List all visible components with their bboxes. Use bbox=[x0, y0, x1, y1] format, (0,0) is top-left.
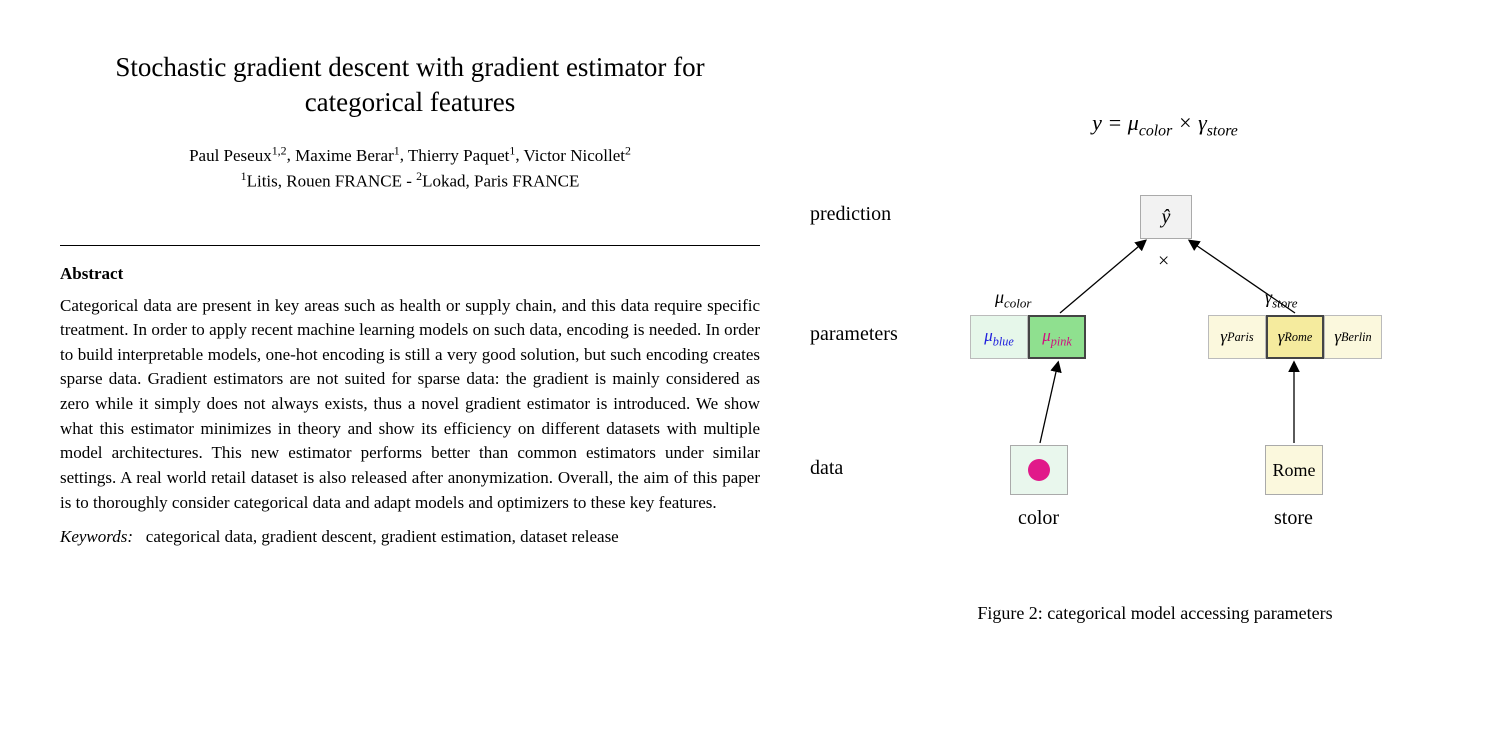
keywords-text: categorical data, gradient descent, grad… bbox=[146, 527, 619, 546]
diagram-arrows bbox=[810, 175, 1430, 595]
eq-eq: = bbox=[1102, 110, 1128, 135]
gamma-param-group: γParis γRome γBerlin bbox=[1208, 315, 1382, 359]
pink-dot-icon bbox=[1028, 459, 1050, 481]
figure-caption: Figure 2: categorical model accessing pa… bbox=[850, 603, 1460, 624]
authors-line: Paul Peseux1,2, Maxime Berar1, Thierry P… bbox=[60, 142, 760, 168]
abstract-body: Categorical data are present in key area… bbox=[60, 294, 760, 516]
eq-times: × bbox=[1172, 110, 1198, 135]
data-store-text: Rome bbox=[1273, 460, 1316, 481]
gamma-group-label: γstore bbox=[1265, 287, 1298, 312]
gamma-cell-rome: γRome bbox=[1266, 315, 1324, 359]
figure-diagram: prediction parameters data ŷ × μcolor γs… bbox=[810, 175, 1430, 595]
keywords-label: Keywords: bbox=[60, 527, 133, 546]
times-operator: × bbox=[1158, 250, 1169, 273]
affiliations: 1Litis, Rouen FRANCE - 2Lokad, Paris FRA… bbox=[60, 168, 760, 194]
bottom-label-color: color bbox=[1018, 507, 1059, 530]
gamma-cell-berlin: γBerlin bbox=[1324, 315, 1382, 359]
keywords-line: Keywords: categorical data, gradient des… bbox=[60, 527, 760, 547]
paper-left-column: Stochastic gradient descent with gradien… bbox=[60, 50, 790, 720]
title-line-2: categorical features bbox=[305, 87, 516, 117]
mu-sub: color bbox=[1004, 296, 1031, 311]
eq-lhs: y bbox=[1092, 110, 1102, 135]
gamma-cell-paris: γParis bbox=[1208, 315, 1266, 359]
author-1: Paul Peseux1,2 bbox=[189, 146, 287, 165]
author-2: Maxime Berar1 bbox=[295, 146, 400, 165]
g-berlin-sub: Berlin bbox=[1341, 330, 1372, 345]
figure-column: y = μcolor × γstore prediction parameter… bbox=[790, 50, 1460, 720]
divider bbox=[60, 245, 760, 246]
row-label-parameters: parameters bbox=[810, 323, 898, 346]
mu-pink-sym: μ bbox=[1042, 326, 1051, 345]
mu-param-group: μblue μpink bbox=[970, 315, 1086, 359]
gamma-sub: store bbox=[1272, 296, 1297, 311]
g-paris-sub: Paris bbox=[1227, 330, 1254, 345]
eq-mu-sub: color bbox=[1139, 122, 1172, 139]
bottom-label-store: store bbox=[1274, 507, 1313, 530]
author-4: Victor Nicollet2 bbox=[524, 146, 631, 165]
title-line-1: Stochastic gradient descent with gradien… bbox=[115, 52, 704, 82]
g-rome-sub: Rome bbox=[1284, 330, 1312, 345]
mu-cell-blue: μblue bbox=[970, 315, 1028, 359]
data-store-box: Rome bbox=[1265, 445, 1323, 495]
eq-mu: μ bbox=[1128, 110, 1139, 135]
yhat-symbol: ŷ bbox=[1162, 206, 1171, 229]
paper-title: Stochastic gradient descent with gradien… bbox=[60, 50, 760, 120]
abstract-heading: Abstract bbox=[60, 264, 760, 284]
mu-group-label: μcolor bbox=[995, 287, 1031, 312]
g-berlin-sym: γ bbox=[1334, 327, 1341, 347]
author-3: Thierry Paquet1 bbox=[408, 146, 515, 165]
eq-gamma: γ bbox=[1198, 110, 1207, 135]
row-label-data: data bbox=[810, 457, 843, 480]
mu-pink-sub: pink bbox=[1051, 334, 1072, 348]
mu-cell-pink: μpink bbox=[1028, 315, 1086, 359]
mu-blue-sub: blue bbox=[993, 334, 1014, 348]
data-color-box bbox=[1010, 445, 1068, 495]
row-label-prediction: prediction bbox=[810, 203, 891, 226]
prediction-node: ŷ bbox=[1140, 195, 1192, 239]
model-equation: y = μcolor × γstore bbox=[870, 110, 1460, 140]
eq-gamma-sub: store bbox=[1207, 122, 1238, 139]
mu-blue-sym: μ bbox=[984, 326, 993, 345]
mu-sym: μ bbox=[995, 287, 1004, 307]
